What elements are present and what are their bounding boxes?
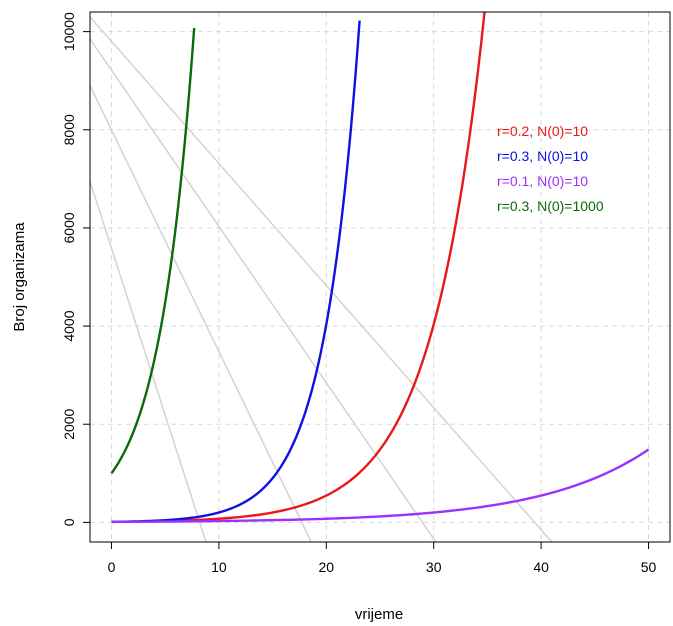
x-axis: 0 10 20 30 40 50 [108,542,657,575]
y-tick-label-0: 0 [61,518,77,526]
legend-entry-1: r=0.3, N(0)=10 [497,148,588,164]
guide-line-2 [89,38,437,543]
series-line-1 [111,20,361,524]
y-tick-label-1: 2000 [61,408,77,439]
series-line-2 [111,448,650,524]
guide-line-0 [89,181,207,543]
guide-line-3 [89,16,553,543]
y-tick-label-5: 10000 [61,12,77,51]
x-axis-title: vrijeme [355,606,403,623]
series-line-3 [110,27,196,475]
guide-lines [89,16,553,543]
x-tick-label-4: 40 [533,559,549,575]
legend: r=0.2, N(0)=10 r=0.3, N(0)=10 r=0.1, N(0)=… [497,123,604,214]
x-tick-label-5: 50 [641,559,657,575]
legend-entry-3: r=0.3, N(0)=1000 [497,198,604,214]
guide-line-1 [89,85,312,543]
y-axis: 0 2000 4000 6000 8000 10000 [61,12,90,526]
y-tick-label-4: 8000 [61,114,77,145]
y-tick-label-3: 6000 [61,212,77,243]
legend-entry-0: r=0.2, N(0)=10 [497,123,588,139]
series-line-0 [111,12,486,524]
grid [90,12,670,542]
x-tick-label-3: 30 [426,559,442,575]
y-tick-label-2: 4000 [61,310,77,341]
series-lines [110,12,650,524]
x-tick-label-1: 10 [211,559,227,575]
y-axis-title: Broj organizama [11,222,28,332]
x-tick-label-2: 20 [319,559,335,575]
plot-frame [89,11,671,543]
x-tick-label-0: 0 [108,559,116,575]
legend-entry-2: r=0.1, N(0)=10 [497,173,588,189]
